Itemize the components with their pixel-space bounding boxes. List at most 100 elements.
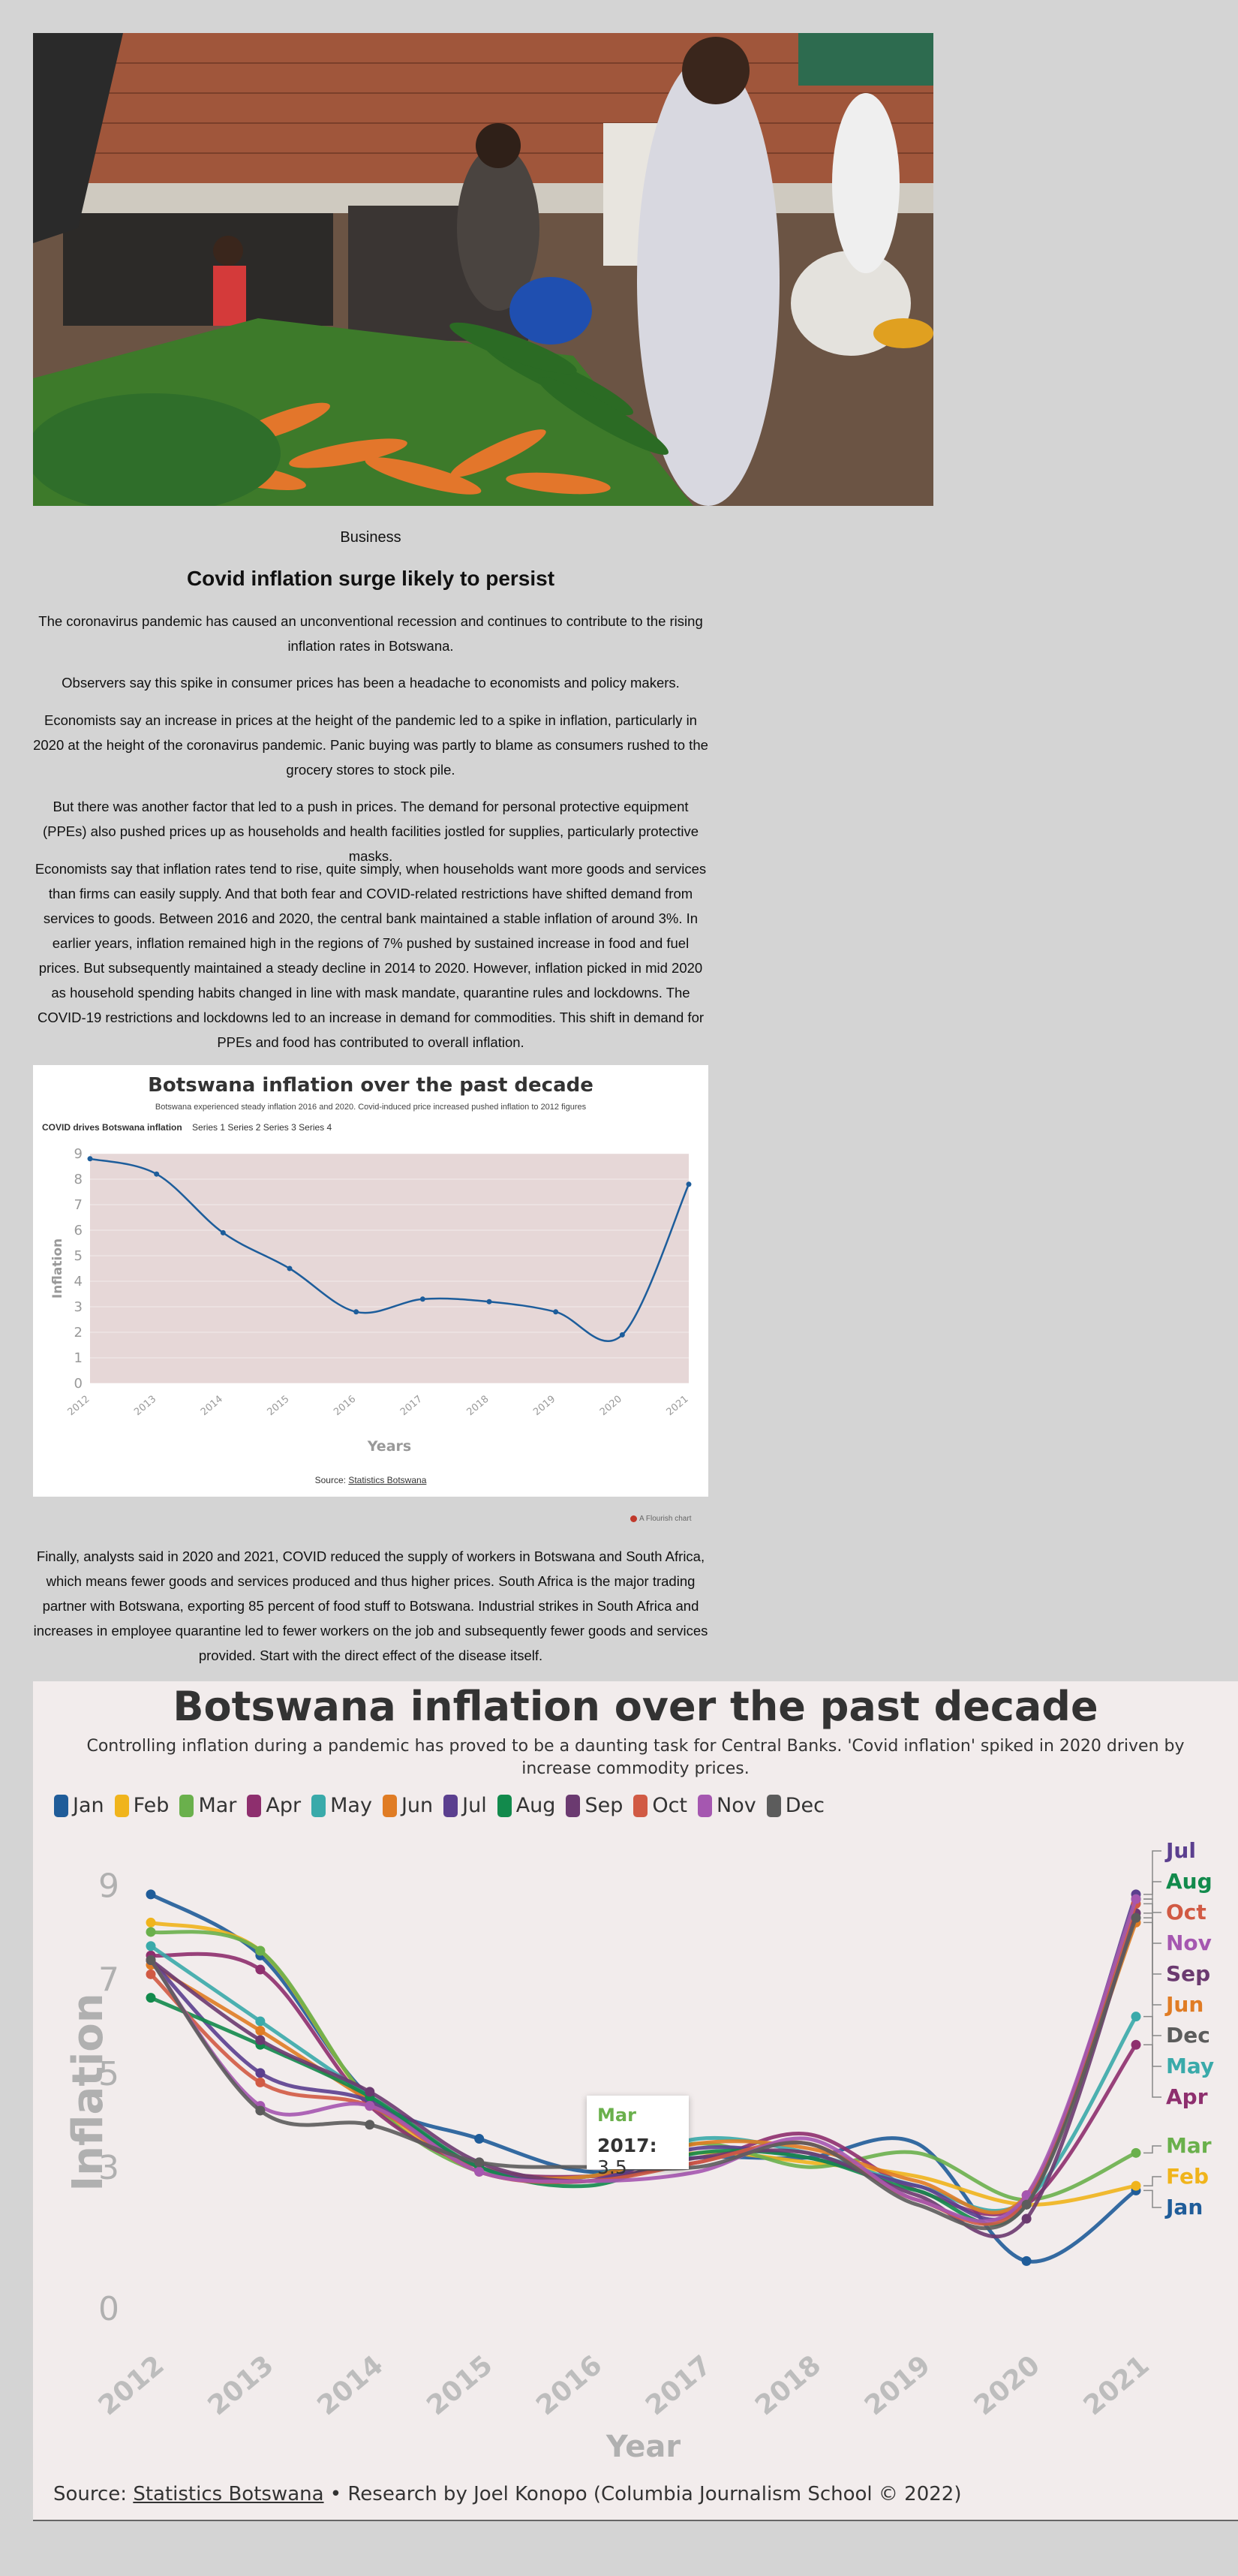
- label-leader-line: [1143, 2015, 1161, 2067]
- data-point: [146, 1927, 156, 1937]
- data-point: [353, 1309, 359, 1315]
- legend-swatch: [497, 1794, 512, 1817]
- legend-swatch: [311, 1794, 326, 1817]
- end-label-jan: Jan: [1164, 2195, 1203, 2219]
- legend-label: Jan: [73, 1794, 104, 1817]
- end-label-oct: Oct: [1166, 1900, 1206, 1924]
- legend-item-oct[interactable]: Oct: [633, 1794, 687, 1817]
- legend-series-3[interactable]: Series 3: [263, 1122, 296, 1133]
- x-tick-label: 2013: [203, 2349, 280, 2421]
- flourish-icon: [630, 1515, 637, 1522]
- legend-item-mar[interactable]: Mar: [179, 1794, 236, 1817]
- legend-label: Dec: [785, 1794, 825, 1817]
- chart-small: Botswana inflation over the past decade …: [33, 1065, 708, 1497]
- label-leader-line: [1143, 2189, 1161, 2208]
- label-leader-line: [1143, 1850, 1161, 1895]
- y-tick-label: 3: [98, 2149, 119, 2187]
- legend-label: Nov: [717, 1794, 756, 1817]
- y-tick-label: 0: [98, 2290, 119, 2328]
- plot-area: [90, 1154, 689, 1383]
- legend-label: Jun: [401, 1794, 434, 1817]
- data-point: [486, 1299, 492, 1305]
- x-tick-label: 2015: [421, 2349, 498, 2421]
- legend-swatch: [54, 1794, 68, 1817]
- x-tick-label: 2017: [398, 1394, 425, 1419]
- legend-item-jul[interactable]: Jul: [443, 1794, 487, 1817]
- y-tick-label: 8: [74, 1172, 83, 1187]
- data-point: [146, 1955, 156, 1966]
- page-divider: [33, 2520, 1238, 2521]
- source-prefix: Source:: [53, 2483, 134, 2505]
- article-section: Business: [340, 529, 401, 546]
- source-prefix: Source:: [314, 1475, 349, 1485]
- y-axis-label: Inflation: [50, 1238, 65, 1299]
- legend-swatch: [633, 1794, 648, 1817]
- legend-item-dec[interactable]: Dec: [766, 1794, 825, 1817]
- x-tick-label: 2019: [859, 2349, 936, 2421]
- label-leader-line: [1143, 1881, 1161, 1900]
- series-line-nov: [149, 1898, 1138, 2223]
- data-point: [255, 1946, 266, 1956]
- legend-swatch: [179, 1794, 194, 1817]
- article-headline: Covid inflation surge likely to persist: [186, 567, 555, 590]
- data-point: [1131, 2147, 1141, 2158]
- data-point: [146, 1889, 156, 1900]
- x-tick-label: 2019: [531, 1394, 557, 1419]
- data-point: [146, 1969, 156, 1979]
- source-link[interactable]: Statistics Botswana: [133, 2483, 324, 2505]
- legend-item-may[interactable]: May: [311, 1794, 372, 1817]
- y-tick-label: 5: [98, 2055, 119, 2093]
- article-paragraph-3: Economists say an increase in prices at …: [33, 712, 708, 778]
- tooltip-year: 2017:: [597, 2135, 657, 2156]
- legend-swatch: [698, 1794, 713, 1817]
- data-point: [255, 2077, 266, 2087]
- article-paragraph-5: Economists say that inflation rates tend…: [35, 861, 707, 1050]
- legend-label: Jul: [462, 1794, 487, 1817]
- legend-item-apr[interactable]: Apr: [247, 1794, 301, 1817]
- x-axis-label: Years: [367, 1438, 411, 1455]
- legend-series-4[interactable]: Series 4: [299, 1122, 332, 1133]
- y-tick-label: 7: [98, 1961, 119, 2000]
- end-label-apr: Apr: [1166, 2084, 1208, 2109]
- y-axis-label: Inflation: [64, 1993, 113, 2191]
- data-point: [1131, 2012, 1141, 2022]
- x-tick-label: 2017: [640, 2349, 717, 2421]
- data-point: [146, 1917, 156, 1927]
- y-tick-label: 4: [74, 1274, 83, 1290]
- data-point: [220, 1229, 226, 1235]
- legend-item-sep[interactable]: Sep: [566, 1794, 623, 1817]
- chart-small-plot: 0 1 2 3 4 5 6 7 8 9 2012 2013 2014 2015 2016 2017 2018 20…: [50, 1146, 692, 1455]
- source-link[interactable]: Statistics Botswana: [348, 1475, 427, 1485]
- end-label-may: May: [1166, 2054, 1214, 2078]
- legend-label: Aug: [515, 1794, 556, 1817]
- chart-small-title: Botswana inflation over the past decade: [148, 1074, 593, 1097]
- legend-label: Apr: [266, 1794, 302, 1817]
- legend-series-2[interactable]: Series 2: [227, 1122, 261, 1133]
- data-point: [365, 2087, 375, 2097]
- y-tick-label: 3: [74, 1299, 83, 1315]
- legend-item-jan[interactable]: Jan: [54, 1794, 104, 1817]
- x-axis-label: Year: [605, 2430, 681, 2464]
- end-label-jul: Jul: [1164, 1838, 1196, 1863]
- hero-photo: [33, 33, 933, 506]
- flourish-credit[interactable]: A Flourish chart: [630, 1515, 691, 1523]
- data-point: [1131, 1912, 1141, 1923]
- legend-item-nov[interactable]: Nov: [698, 1794, 756, 1817]
- legend-item-aug[interactable]: Aug: [497, 1794, 556, 1817]
- legend-swatch: [382, 1794, 397, 1817]
- chart-small-legend: COVID drives Botswana inflation Series 1…: [42, 1122, 332, 1133]
- chart-large-legend: Jan Feb Mar Apr May Jun Jul Aug Sep Oct Nov Dec: [54, 1794, 835, 1817]
- x-tick-label: 2018: [750, 2349, 827, 2421]
- series-line-jan: [149, 1892, 1137, 2264]
- data-point: [619, 1332, 625, 1338]
- x-tick-label: 2014: [311, 2349, 389, 2421]
- label-leader-line: [1143, 2145, 1161, 2154]
- y-tick-label: 6: [74, 1223, 83, 1238]
- data-point: [146, 1993, 156, 2003]
- legend-item-feb[interactable]: Feb: [114, 1794, 169, 1817]
- legend-item-jun[interactable]: Jun: [382, 1794, 434, 1817]
- x-tick-label: 2012: [66, 1394, 92, 1419]
- legend-series-1[interactable]: Series 1: [192, 1122, 226, 1133]
- legend-swatch: [443, 1794, 458, 1817]
- data-point: [255, 2016, 266, 2027]
